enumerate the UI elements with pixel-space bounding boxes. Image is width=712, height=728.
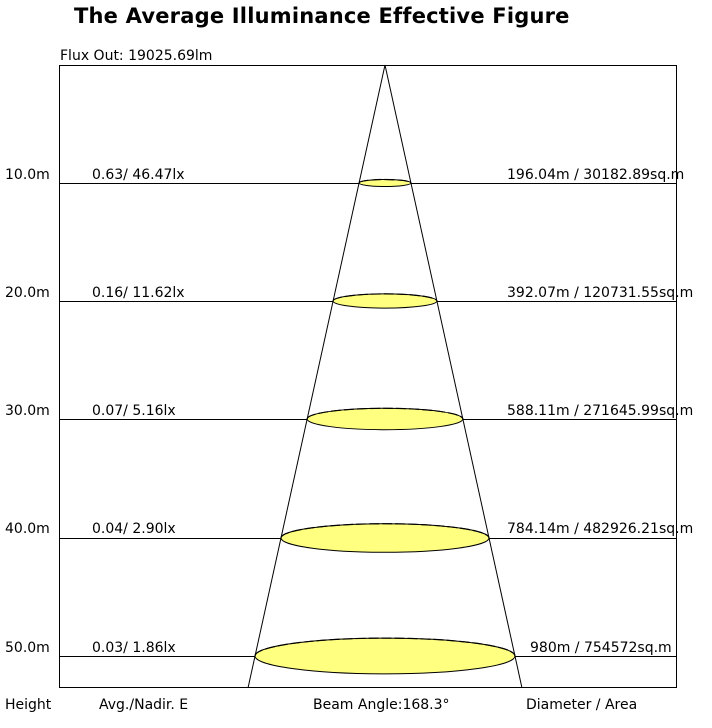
flux-out-label: Flux Out: 19025.69lm: [60, 48, 213, 64]
diameter-area-label: 588.11m / 271645.99sq.m: [507, 403, 694, 419]
height-label: 30.0m: [5, 403, 50, 419]
illuminance-label: 0.16/ 11.62lx: [92, 285, 185, 301]
beam-left-edge: [247, 64, 386, 689]
height-label: 50.0m: [5, 640, 50, 656]
diameter-area-label: 392.07m / 120731.55sq.m: [507, 285, 694, 301]
illuminance-label: 0.04/ 2.90lx: [92, 521, 176, 537]
diameter-area-label: 980m / 754572sq.m: [530, 640, 672, 656]
illuminance-label: 0.03/ 1.86lx: [92, 640, 176, 656]
diagram-frame: [59, 65, 677, 688]
level-lines: [59, 178, 677, 675]
diameter-area-label: 196.04m / 30182.89sq.m: [507, 167, 685, 183]
ellipse-back-rim: [332, 293, 438, 302]
ellipse-back-rim: [306, 407, 464, 420]
height-label: 10.0m: [5, 167, 50, 183]
ellipse-back-rim: [254, 637, 516, 657]
ellipse-back-rim: [358, 178, 412, 184]
height-label: 40.0m: [5, 521, 50, 537]
footer-beam-angle: Beam Angle:168.3°: [313, 697, 450, 713]
beam-right-edge: [384, 64, 523, 689]
height-label: 20.0m: [5, 285, 50, 301]
ellipse-back-rim: [280, 523, 490, 539]
footer-height-label: Height: [5, 697, 52, 713]
illuminance-label: 0.63/ 46.47lx: [92, 167, 185, 183]
footer-diameter-label: Diameter / Area: [526, 697, 638, 713]
diameter-area-label: 784.14m / 482926.21sq.m: [507, 521, 694, 537]
illuminance-label: 0.07/ 5.16lx: [92, 403, 176, 419]
footer-illuminance-label: Avg./Nadir. E: [99, 697, 189, 713]
figure-title: The Average Illuminance Effective Figure: [74, 4, 570, 28]
